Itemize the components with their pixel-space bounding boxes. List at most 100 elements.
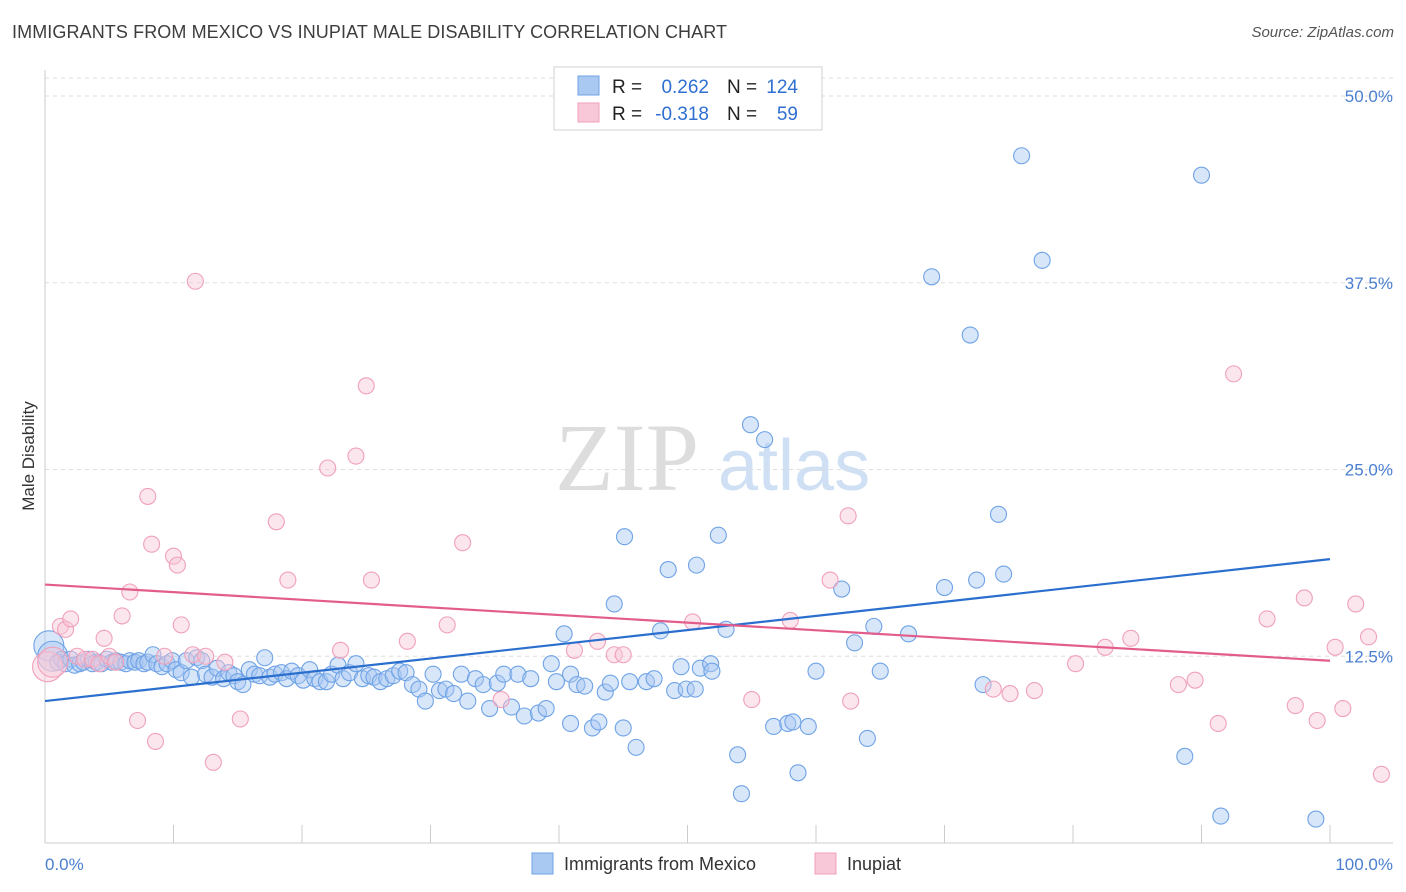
point-immigrants-from-mexico bbox=[732, 785, 751, 803]
point-inupiat bbox=[1122, 629, 1140, 647]
watermark: ZIP atlas bbox=[555, 404, 870, 511]
point-immigrants-from-mexico bbox=[509, 665, 527, 683]
point-immigrants-from-mexico bbox=[614, 719, 632, 737]
stats-r-value-1: -0.318 bbox=[655, 104, 709, 125]
point-immigrants-from-mexico bbox=[1307, 810, 1325, 828]
point-immigrants-from-mexico bbox=[256, 649, 274, 667]
point-immigrants-from-mexico bbox=[961, 326, 979, 344]
point-inupiat bbox=[357, 377, 375, 395]
point-immigrants-from-mexico bbox=[995, 565, 1013, 583]
point-immigrants-from-mexico bbox=[741, 416, 760, 434]
point-immigrants-from-mexico bbox=[677, 680, 695, 698]
point-inupiat bbox=[454, 534, 472, 552]
series-inupiat-points bbox=[32, 272, 1390, 783]
point-inupiat bbox=[164, 547, 183, 565]
point-immigrants-from-mexico bbox=[596, 683, 614, 701]
point-immigrants-from-mexico bbox=[452, 665, 470, 683]
point-inupiat bbox=[839, 507, 857, 525]
point-immigrants-from-mexico bbox=[845, 634, 864, 652]
point-immigrants-from-mexico bbox=[789, 764, 807, 782]
point-inupiat bbox=[279, 571, 297, 589]
point-inupiat bbox=[842, 692, 860, 710]
point-immigrants-from-mexico bbox=[601, 674, 619, 692]
point-immigrants-from-mexico bbox=[495, 665, 513, 683]
point-immigrants-from-mexico bbox=[756, 431, 774, 449]
point-inupiat bbox=[128, 711, 147, 730]
point-immigrants-from-mexico bbox=[799, 717, 817, 736]
point-immigrants-from-mexico bbox=[615, 528, 634, 546]
stats-legend: R = 0.262 N = 124 R = -0.318 N = 59 bbox=[553, 66, 823, 131]
point-immigrants-from-mexico bbox=[765, 717, 783, 736]
point-inupiat bbox=[1067, 655, 1085, 673]
point-immigrants-from-mexico bbox=[1176, 747, 1194, 765]
point-inupiat bbox=[743, 691, 761, 709]
point-inupiat bbox=[492, 691, 510, 709]
point-inupiat bbox=[57, 620, 75, 638]
watermark-atlas: atlas bbox=[718, 426, 870, 506]
point-immigrants-from-mexico bbox=[627, 738, 645, 756]
point-inupiat bbox=[95, 629, 113, 647]
point-inupiat bbox=[331, 641, 350, 659]
point-immigrants-from-mexico bbox=[858, 729, 876, 747]
legend-label-inupiat: Inupiat bbox=[847, 854, 901, 874]
point-immigrants-from-mexico bbox=[522, 670, 540, 688]
y-tick-label: 12.5% bbox=[1345, 647, 1393, 666]
point-immigrants-from-mexico bbox=[968, 571, 986, 589]
watermark-zip: ZIP bbox=[555, 404, 699, 511]
point-immigrants-from-mexico bbox=[555, 625, 573, 643]
point-inupiat bbox=[267, 513, 285, 531]
point-inupiat bbox=[113, 607, 131, 625]
point-immigrants-from-mexico bbox=[935, 578, 954, 597]
point-immigrants-from-mexico bbox=[562, 714, 580, 733]
point-immigrants-from-mexico bbox=[430, 682, 449, 700]
point-immigrants-from-mexico bbox=[989, 505, 1008, 523]
point-inupiat bbox=[1209, 714, 1227, 733]
point-immigrants-from-mexico bbox=[703, 662, 721, 680]
legend-swatch-inupiat bbox=[814, 852, 837, 875]
point-immigrants-from-mexico bbox=[130, 652, 148, 670]
y-tick-label: 50.0% bbox=[1345, 87, 1393, 106]
point-immigrants-from-mexico bbox=[974, 676, 992, 694]
point-immigrants-from-mexico bbox=[709, 526, 727, 544]
point-immigrants-from-mexico bbox=[871, 662, 889, 680]
point-inupiat bbox=[319, 459, 337, 477]
point-inupiat bbox=[1334, 699, 1352, 718]
point-inupiat bbox=[121, 583, 139, 601]
point-inupiat bbox=[155, 647, 174, 665]
stats-r-label-0: R = bbox=[612, 77, 642, 98]
point-inupiat bbox=[143, 535, 161, 553]
point-immigrants-from-mexico bbox=[576, 677, 594, 695]
stats-n-label-0: N = bbox=[727, 77, 757, 98]
point-immigrants-from-mexico bbox=[833, 580, 851, 598]
chart-source: Source: ZipAtlas.com bbox=[1251, 24, 1394, 41]
trend-line-inupiat bbox=[44, 583, 1331, 662]
axes bbox=[44, 70, 1393, 844]
point-inupiat bbox=[100, 647, 118, 665]
point-inupiat bbox=[197, 647, 215, 665]
point-immigrants-from-mexico bbox=[1033, 251, 1051, 269]
legend-label-immigrants-from-mexico: Immigrants from Mexico bbox=[564, 854, 756, 874]
series-immigrants-from-mexico-points bbox=[33, 147, 1325, 828]
point-immigrants-from-mexico bbox=[1192, 166, 1211, 184]
point-immigrants-from-mexico bbox=[481, 699, 499, 718]
stats-legend-swatch-blue bbox=[577, 75, 600, 96]
point-inupiat bbox=[347, 447, 365, 465]
y-tick-labels: 12.5% 25.0% 37.5% 50.0% bbox=[1345, 87, 1393, 666]
x-tick-label-max: 100.0% bbox=[1335, 855, 1393, 874]
point-immigrants-from-mexico bbox=[645, 670, 663, 688]
point-immigrants-from-mexico bbox=[672, 658, 690, 676]
chart-title: IMMIGRANTS FROM MEXICO VS INUPIAT MALE D… bbox=[12, 22, 728, 42]
point-inupiat bbox=[1308, 711, 1326, 730]
point-immigrants-from-mexico bbox=[590, 713, 608, 731]
point-immigrants-from-mexico bbox=[301, 661, 319, 679]
x-ticks bbox=[44, 825, 1331, 843]
trend-line-immigrants-from-mexico bbox=[44, 558, 1331, 703]
point-inupiat bbox=[438, 616, 456, 634]
point-inupiat bbox=[216, 653, 234, 671]
point-inupiat bbox=[1225, 365, 1243, 383]
point-immigrants-from-mexico bbox=[605, 595, 623, 613]
y-tick-label: 37.5% bbox=[1345, 274, 1393, 293]
point-inupiat bbox=[1001, 685, 1019, 703]
point-inupiat bbox=[605, 646, 623, 664]
point-inupiat bbox=[362, 571, 380, 589]
